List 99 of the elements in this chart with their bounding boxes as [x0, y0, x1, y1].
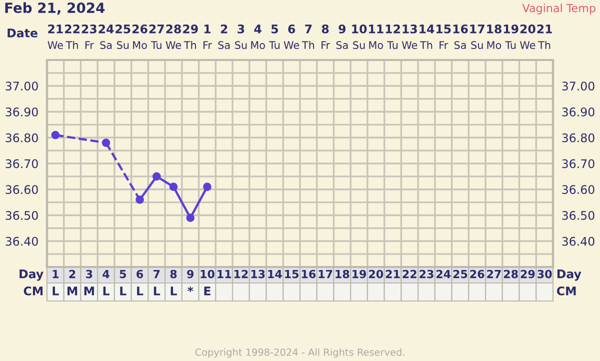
x-tick-label: 8: [170, 270, 177, 278]
x-tick-label: 16: [302, 270, 316, 278]
x-tick-label: 22: [402, 270, 416, 278]
text: 19 Tu: [504, 24, 518, 50]
y-tick-label: 36.70: [6, 159, 38, 168]
text: 16 Sa: [453, 24, 468, 50]
point: [203, 182, 212, 191]
y2-tick-label: 36.80: [562, 133, 594, 142]
text: L: [137, 286, 144, 296]
text: 3 Su: [235, 24, 247, 50]
text: 17 Su: [470, 24, 484, 50]
x-tick-label: 28: [504, 270, 518, 278]
x-tick-label: 14: [268, 270, 282, 278]
x-tick-label: 27: [487, 270, 501, 278]
text: 18 Mo: [487, 24, 502, 50]
text: L: [120, 286, 126, 296]
text: 28 We: [166, 24, 181, 50]
text: L: [170, 286, 177, 296]
text: 24 Sa: [98, 24, 114, 50]
text: 9 Sa: [336, 24, 348, 50]
text: L: [52, 286, 59, 296]
x-tick-label: 26: [470, 270, 484, 278]
text: 23 Fr: [82, 24, 96, 49]
text: 5 Tu: [268, 24, 280, 50]
text: 7 Th: [302, 24, 314, 49]
point: [169, 182, 178, 191]
text: 25 Su: [116, 24, 130, 50]
x-tick-label: 5: [120, 270, 126, 278]
text: 21 Th: [537, 24, 552, 49]
x-tick-label: 20: [369, 270, 384, 278]
text: Copyright 1998-2024 - All Rights Reserved.: [195, 348, 404, 358]
x-tick-label: 1: [52, 270, 59, 278]
text: 11 Mo: [369, 24, 384, 50]
y-tick-label: 36.40: [6, 236, 38, 246]
text: E: [204, 286, 210, 296]
text: 4 Mo: [251, 24, 265, 50]
text: L: [154, 286, 160, 296]
text: CM: [24, 286, 43, 296]
text: 21 We: [48, 24, 63, 50]
y-tick-label: 36.90: [6, 107, 38, 116]
point: [102, 138, 110, 147]
y-tick-label: 36.50: [6, 210, 38, 220]
text: 12 Tu: [386, 24, 400, 50]
x-tick-label: 11: [218, 270, 232, 278]
x-tick-label: 6: [136, 270, 144, 278]
x-tick-label: 18: [336, 270, 350, 278]
y-tick-label: 36.80: [6, 133, 38, 142]
y2-tick-label: 36.50: [562, 210, 594, 220]
text: 27 Tu: [149, 24, 164, 50]
text: 29 Th: [183, 24, 198, 49]
text: 8 Fr: [322, 24, 330, 49]
text: 2 Sa: [218, 24, 230, 50]
y-tick-label: 37.00: [6, 82, 38, 91]
x-tick-label: 17: [318, 270, 332, 278]
x-tick-label: 23: [420, 270, 434, 278]
x-tick-label: 13: [251, 270, 265, 278]
text: CM: [556, 286, 576, 296]
x-tick-label: 2: [69, 270, 76, 278]
point: [136, 196, 144, 204]
y2-tick-label: 36.70: [562, 159, 594, 168]
text: 13 We: [402, 24, 418, 50]
text: M: [68, 286, 78, 296]
text: 22 Th: [65, 24, 80, 49]
text: 20 We: [520, 24, 536, 50]
x-tick-label: 12: [234, 270, 248, 278]
x-tick-label: 24: [436, 270, 451, 278]
y2-tick-label: 36.40: [562, 236, 594, 246]
text: 6 We: [284, 24, 300, 50]
text: Day: [557, 270, 582, 281]
x-tick-label: 15: [285, 270, 299, 278]
x-tick-label: 10: [200, 270, 214, 278]
chart-title: Feb 21, 2024: [5, 2, 105, 15]
chart-subtitle: Vaginal Temp: [522, 4, 596, 14]
x-tick-label: 21: [386, 270, 400, 278]
text: M: [84, 286, 94, 296]
x-tick-label: 19: [352, 270, 366, 278]
text: *: [188, 286, 194, 292]
x-tick-label: 30: [538, 270, 552, 278]
text: 14 Th: [420, 24, 434, 49]
x-tick-label: 25: [453, 270, 468, 278]
text: 15 Fr: [436, 24, 451, 49]
x-tick-label: 9: [187, 270, 194, 278]
x-tick-label: 7: [154, 270, 160, 278]
x-tick-label: 4: [102, 270, 110, 278]
y2-tick-label: 36.90: [562, 107, 594, 116]
y-tick-label: 36.60: [6, 185, 38, 194]
point: [51, 130, 60, 140]
x-tick-label: 29: [520, 270, 535, 278]
text: L: [103, 286, 110, 296]
text: 10 Su: [352, 24, 367, 50]
y2-tick-label: 37.00: [562, 82, 594, 91]
point: [152, 172, 161, 181]
x-axis-title: Day: [20, 270, 44, 281]
text: 1 Fr: [203, 24, 212, 49]
x2-axis-title: Date: [8, 28, 38, 38]
x-tick-label: 3: [86, 270, 92, 278]
point: [186, 214, 195, 222]
text: 26 Mo: [132, 24, 148, 50]
y2-tick-label: 36.60: [562, 185, 594, 194]
